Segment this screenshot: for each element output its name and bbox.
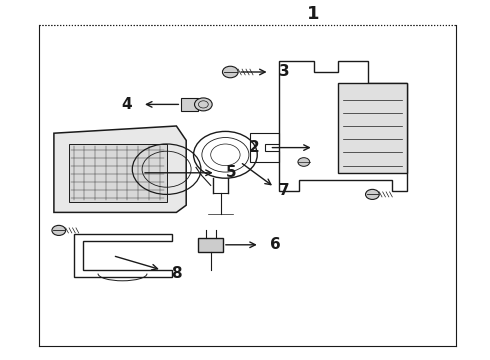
Text: 7: 7 [279,183,290,198]
Bar [69,144,167,202]
Text: 5: 5 [225,165,236,180]
Circle shape [222,66,238,78]
Text: 8: 8 [172,266,182,281]
Text: 1: 1 [307,5,320,23]
Bar [338,83,407,173]
Text: 3: 3 [279,64,290,80]
Circle shape [52,225,66,235]
Polygon shape [54,126,186,212]
Bar [198,238,223,252]
Circle shape [298,158,310,166]
Circle shape [366,189,379,199]
Bar [181,98,198,111]
Text: 6: 6 [270,237,280,252]
Text: 2: 2 [249,140,260,155]
Circle shape [195,98,212,111]
Text: 4: 4 [122,97,132,112]
